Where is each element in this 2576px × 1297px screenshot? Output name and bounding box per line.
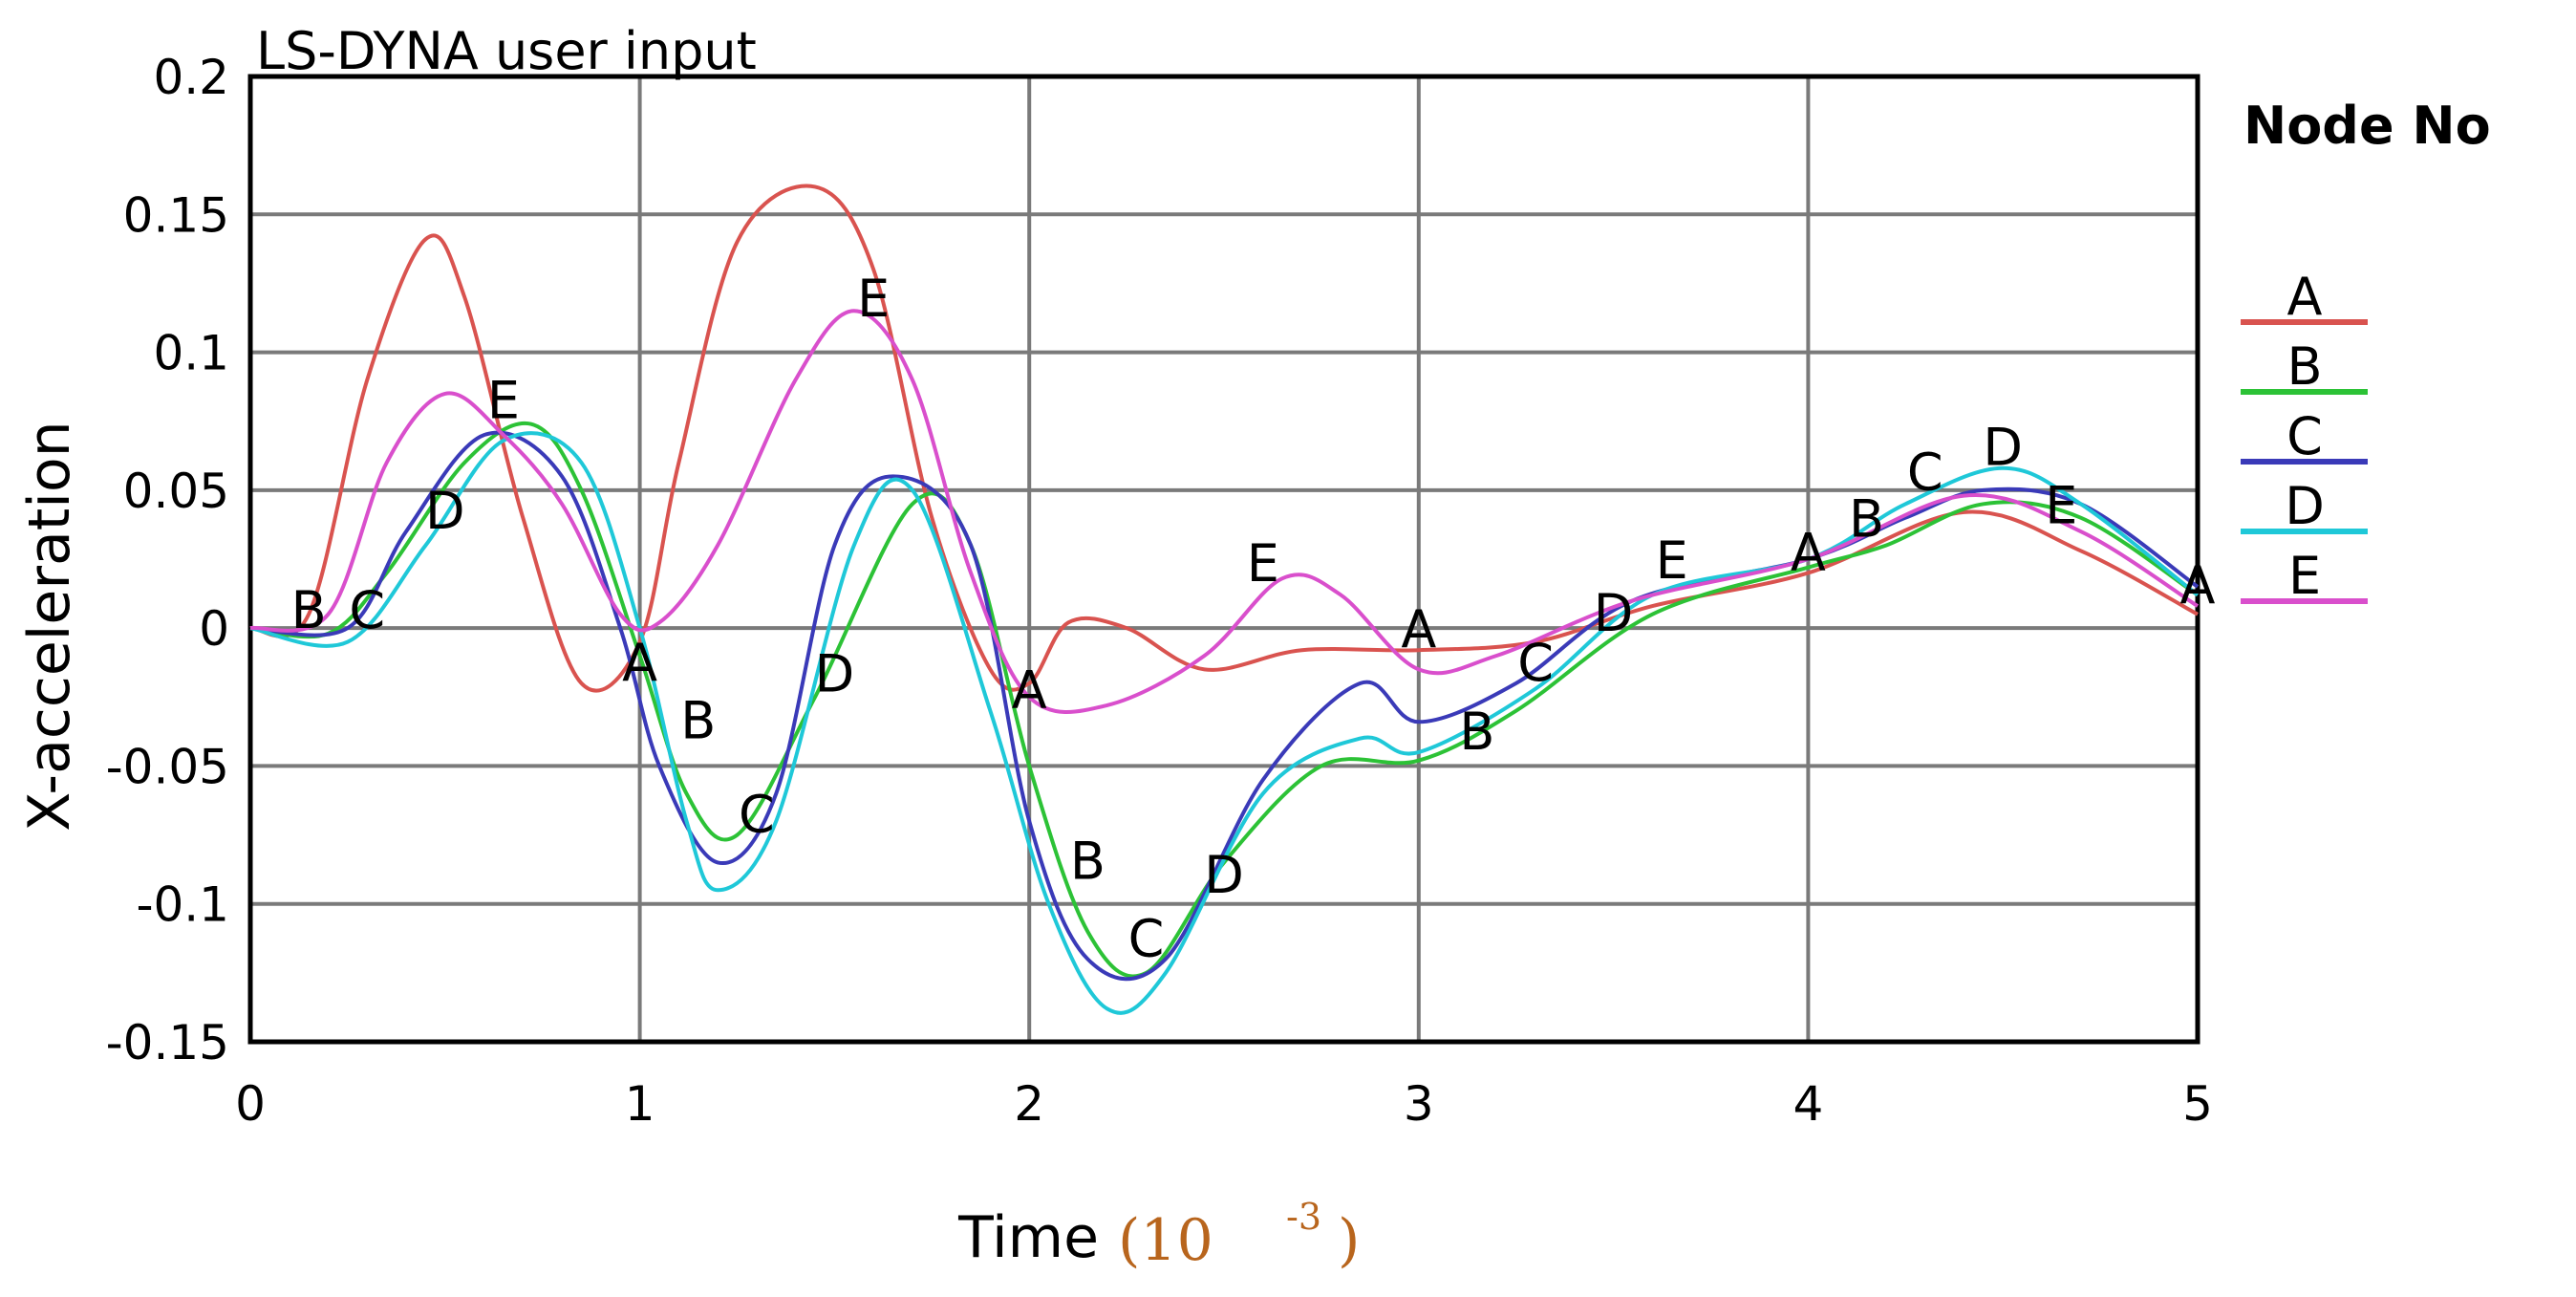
curve-label-e: E	[487, 371, 520, 431]
y-tick-label: 0.2	[153, 50, 229, 105]
curve-label-a: A	[1012, 660, 1047, 721]
curve-label-b: B	[1459, 702, 1494, 762]
x-axis-unit: (10 -3 )	[1118, 1196, 1360, 1274]
legend-label-a: A	[2287, 267, 2323, 327]
curve-label-d: D	[1204, 845, 1244, 905]
y-tick-label: -0.15	[106, 1015, 229, 1070]
x-tick-label: 3	[1404, 1076, 1434, 1132]
curve-label-d: D	[425, 481, 465, 541]
series-line-e	[249, 309, 2200, 714]
curve-label-a: A	[622, 633, 657, 693]
curve-label-a: A	[1401, 599, 1436, 659]
curve-label-c: C	[349, 580, 385, 640]
curve-label-b: B	[291, 580, 327, 640]
curve-label-a: A	[2180, 555, 2216, 616]
y-tick-label: 0.05	[123, 464, 229, 519]
x-axis-unit-close: )	[1338, 1207, 1360, 1274]
curve-label-d: D	[815, 643, 855, 703]
x-axis-unit-exponent: -3	[1286, 1196, 1321, 1238]
curve-label-e: E	[2045, 475, 2077, 535]
curve-label-c: C	[739, 784, 775, 844]
curve-label-d: D	[1983, 418, 2023, 478]
curve-label-e: E	[857, 269, 890, 329]
tick-labels: 0 1 2 3 4 5 0.2 0.15 0.1 0.05 0 -0.05 -0.1 -0.15	[106, 50, 2213, 1132]
curve-label-d: D	[1594, 583, 1634, 643]
curve-label-e: E	[1247, 533, 1279, 594]
x-tick-label: 0	[235, 1076, 266, 1132]
curve-label-b: B	[1070, 832, 1106, 892]
curve-label-b: B	[1849, 489, 1884, 550]
series-lines	[249, 184, 2200, 1015]
curve-label-c: C	[1907, 443, 1943, 503]
curve-label-e: E	[1656, 530, 1688, 591]
y-tick-label: 0.15	[123, 187, 229, 243]
curve-label-c: C	[1517, 633, 1554, 693]
legend-label-c: C	[2286, 406, 2323, 466]
x-tick-label: 4	[1792, 1076, 1823, 1132]
curve-label-b: B	[680, 690, 716, 750]
y-tick-label: -0.1	[136, 877, 229, 933]
y-tick-label: -0.05	[106, 739, 229, 794]
x-axis-unit-base: (10	[1118, 1207, 1213, 1274]
legend-label-d: D	[2285, 476, 2325, 536]
legend-label-e: E	[2288, 546, 2321, 606]
chart-title: LS-DYNA user input	[256, 21, 757, 81]
x-tick-label: 5	[2182, 1076, 2213, 1132]
x-axis-title: Time	[957, 1204, 1099, 1271]
y-tick-label: 0.1	[153, 326, 229, 381]
legend-title: Node No	[2243, 96, 2491, 156]
y-tick-label: 0	[199, 601, 229, 657]
legend-label-b: B	[2286, 336, 2322, 397]
curve-label-c: C	[1128, 908, 1165, 968]
curve-label-a: A	[1791, 522, 1826, 582]
x-tick-label: 1	[625, 1076, 655, 1132]
x-tick-label: 2	[1014, 1076, 1044, 1132]
series-line-b	[249, 421, 2200, 979]
y-axis-title: X-acceleration	[16, 421, 83, 831]
series-line-a	[249, 184, 2199, 693]
plot-frame	[247, 74, 2200, 1045]
